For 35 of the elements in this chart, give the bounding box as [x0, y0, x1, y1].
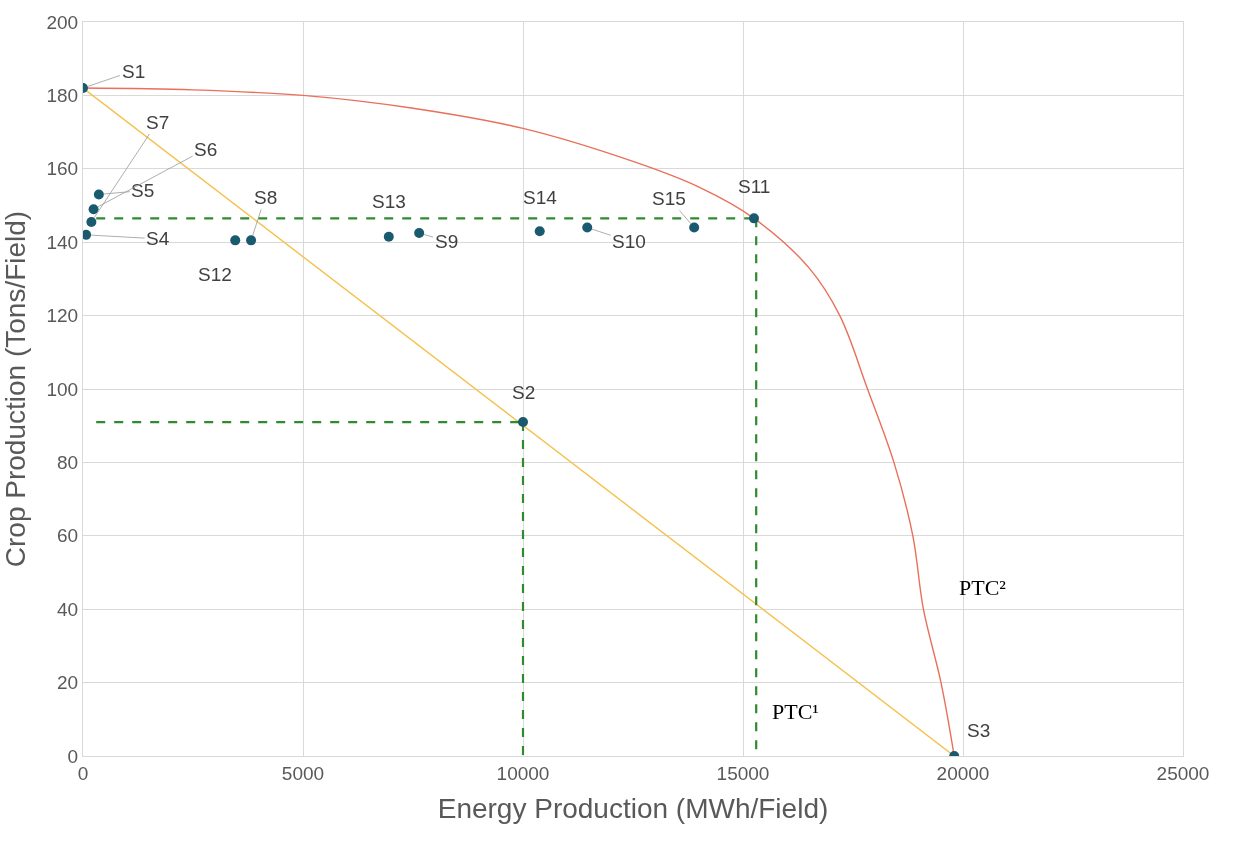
- annotation: S11: [738, 176, 771, 197]
- annotation: S2: [512, 382, 536, 403]
- annotation: S12: [198, 264, 232, 285]
- y-tick-label: 140: [46, 231, 79, 253]
- annotation: S9: [435, 231, 459, 252]
- y-tick-label: 60: [57, 525, 79, 547]
- y-tick-label: 200: [46, 11, 79, 33]
- x-tick-label: 15000: [716, 762, 770, 784]
- x-tick-label: 10000: [496, 762, 550, 784]
- annotation: PTC¹: [772, 699, 819, 724]
- annotation: S13: [372, 191, 406, 212]
- y-tick-label: 180: [46, 85, 79, 107]
- annotation: S6: [194, 139, 218, 160]
- annotation: S10: [612, 231, 646, 252]
- y-tick-label: 160: [46, 158, 79, 180]
- annotation: S8: [254, 187, 278, 208]
- annotation: S5: [131, 180, 155, 201]
- y-axis-title: Crop Production (Tons/Field): [0, 210, 31, 568]
- y-tick-label: 40: [57, 598, 79, 620]
- annotation: PTC²: [959, 575, 1007, 600]
- y-tick-label: 20: [57, 672, 79, 694]
- x-tick-label: 25000: [1156, 762, 1210, 784]
- x-tick-label: 20000: [936, 762, 990, 784]
- annotation: S14: [523, 187, 558, 208]
- y-tick-label: 80: [57, 452, 79, 474]
- y-tick-label: 100: [46, 378, 79, 400]
- y-tick-label: 120: [46, 305, 79, 327]
- annotation: S3: [967, 720, 991, 741]
- annotation: S7: [146, 112, 170, 133]
- x-tick-label: 5000: [281, 762, 325, 784]
- y-tick-label: 0: [67, 745, 79, 767]
- annotation: S4: [146, 228, 170, 249]
- annotation: S15: [652, 188, 686, 209]
- x-axis-title: Energy Production (MWh/Field): [437, 792, 829, 824]
- annotation: S1: [122, 61, 146, 82]
